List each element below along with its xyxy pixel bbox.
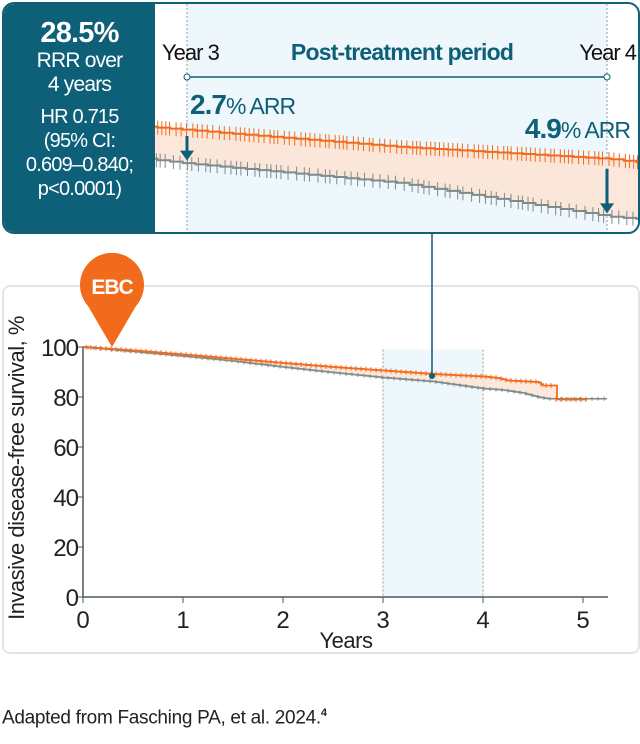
- footnote-text: Adapted from Fasching PA, et al. 2024.: [2, 707, 321, 729]
- x-tick-label: 3: [376, 607, 389, 634]
- source-footnote: Adapted from Fasching PA, et al. 2024.4: [2, 707, 327, 729]
- y-tick-label: 0: [66, 585, 79, 612]
- arr-year4: 4.9% ARR: [525, 113, 630, 144]
- arr-year4-value: 4.9: [525, 113, 561, 144]
- arr-year4-arrow-icon: [600, 203, 614, 214]
- period-title: Post-treatment period: [291, 39, 513, 65]
- x-tick-label: 4: [476, 607, 489, 634]
- y-tick-label: 100: [41, 335, 79, 362]
- year-3-label: Year 3: [162, 40, 220, 65]
- period-start-dot: [183, 73, 191, 81]
- connector-dot: [429, 373, 435, 379]
- x-tick-label: 0: [76, 607, 89, 634]
- stats-panel: 28.5% RRR over 4 years HR 0.715 (95% CI:…: [4, 4, 155, 232]
- arr-year3-unit: % ARR: [226, 93, 296, 119]
- hr-line1: HR 0.715: [40, 106, 119, 128]
- y-tick-label: 80: [53, 385, 78, 412]
- y-tick-label: 40: [53, 485, 78, 512]
- period-end-dot: [603, 73, 611, 81]
- hr-line2: (95% CI:: [43, 130, 116, 152]
- year-4-label: Year 4: [579, 40, 637, 65]
- rrr-value: 28.5%: [40, 17, 119, 49]
- highlight-band: [383, 349, 483, 597]
- inset-gap-fill: [145, 126, 638, 220]
- footnote-ref: 4: [320, 707, 327, 719]
- ebc-badge-pin: [80, 252, 144, 347]
- rrr-line1: RRR over: [36, 49, 124, 72]
- rrr-line2: 4 years: [47, 73, 112, 96]
- inset-zoom-panel: Year 3 Year 4 Post-treatment period 2.7% AR…: [2, 2, 640, 234]
- arr-year3-value: 2.7: [190, 89, 226, 120]
- ebc-badge-label: EBC: [91, 276, 133, 299]
- x-tick-label: 2: [276, 607, 289, 634]
- arr-year4-unit: % ARR: [561, 117, 631, 143]
- gap-fill: [83, 347, 588, 400]
- x-tick-label: 1: [176, 607, 189, 634]
- x-axis-label: Years: [320, 628, 373, 653]
- hr-line3: 0.609–0.840;: [25, 154, 134, 176]
- y-tick-label: 20: [53, 535, 78, 562]
- hr-line4: p<0.0001): [37, 178, 122, 200]
- arr-year3-arrow-icon: [180, 150, 194, 161]
- y-axis-label: Invasive disease-free survival, %: [4, 316, 29, 620]
- chart-frame: [2, 285, 640, 654]
- y-tick-label: 60: [53, 435, 78, 462]
- x-tick-label: 5: [576, 607, 589, 634]
- arr-year3: 2.7% ARR: [190, 89, 295, 120]
